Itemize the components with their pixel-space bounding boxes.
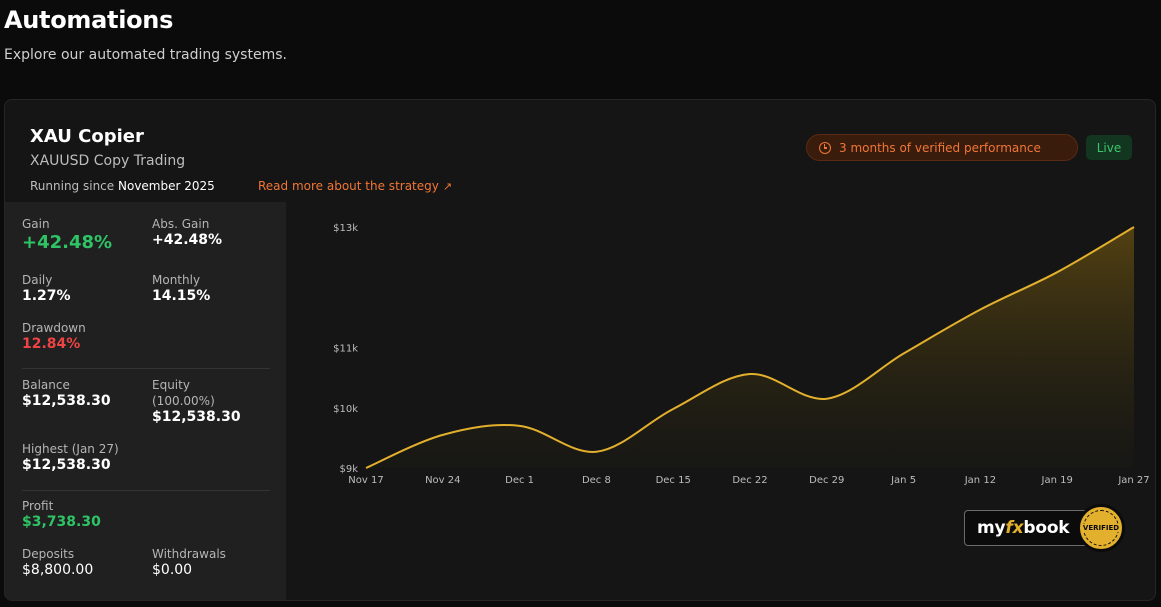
chart-x-tick-label: Dec 1 bbox=[505, 475, 534, 486]
stat-gain-label: Gain bbox=[22, 217, 50, 231]
chart-x-tick-label: Dec 8 bbox=[582, 475, 611, 486]
myfxbook-brand-pre: my bbox=[977, 518, 1006, 538]
chart-y-tick-label: $10k bbox=[333, 404, 358, 415]
performance-badge: 3 months of verified performance bbox=[806, 134, 1078, 161]
chart-x-tick-label: Dec 22 bbox=[732, 475, 767, 486]
chart-y-tick-label: $9k bbox=[339, 464, 358, 475]
page-title: Automations bbox=[4, 6, 174, 34]
chart-x-tick-label: Jan 19 bbox=[1041, 475, 1073, 486]
stat-withdrawals-label: Withdrawals bbox=[152, 547, 226, 561]
verified-seal-icon: VERIFIED bbox=[1077, 504, 1125, 552]
equity-chart: $9k $10k $11k $13k Nov 17 Nov 24 Dec 1 Dec 8 Dec… bbox=[333, 223, 1150, 486]
stat-balance-label: Balance bbox=[22, 378, 70, 392]
chart-x-tick-label: Dec 29 bbox=[809, 475, 844, 486]
stat-deposits-label: Deposits bbox=[22, 547, 75, 561]
stat-drawdown: Drawdown 12.84% bbox=[22, 320, 86, 353]
chart-y-tick-label: $13k bbox=[333, 223, 358, 234]
performance-badge-label: 3 months of verified performance bbox=[839, 140, 1041, 155]
stat-withdrawals-value: $0.00 bbox=[152, 562, 193, 578]
chart-x-tick-label: Jan 12 bbox=[964, 475, 996, 486]
verified-seal-label: VERIFIED bbox=[1082, 524, 1120, 532]
myfxbook-logo: my fx book bbox=[964, 510, 1089, 546]
chart-x-tick-label: Dec 15 bbox=[656, 475, 691, 486]
read-more-link[interactable]: Read more about the strategy ↗ bbox=[258, 179, 452, 193]
page-subtitle: Explore our automated trading systems. bbox=[4, 47, 287, 63]
stat-deposits: Deposits $8,800.00 bbox=[22, 546, 93, 579]
stat-daily-label: Daily bbox=[22, 273, 53, 287]
stat-gain: Gain +42.48% bbox=[22, 216, 112, 254]
stat-deposits-value: $8,800.00 bbox=[22, 562, 94, 578]
stat-equity-label: Equity bbox=[152, 378, 190, 392]
stat-monthly-value: 14.15% bbox=[152, 288, 211, 304]
chart-area-fill bbox=[366, 227, 1134, 468]
verified-seal-ring: VERIFIED bbox=[1082, 510, 1120, 546]
stat-highest: Highest (Jan 27) $12,538.30 bbox=[22, 441, 119, 474]
stat-abs-gain: Abs. Gain +42.48% bbox=[152, 216, 222, 249]
chart-y-tick-label: $11k bbox=[333, 344, 358, 355]
running-since-label: Running since bbox=[30, 179, 115, 193]
chart-x-tick-label: Nov 24 bbox=[425, 475, 460, 486]
stat-equity-value: $12,538.30 bbox=[152, 409, 241, 425]
stat-drawdown-value: 12.84% bbox=[22, 336, 81, 352]
running-since-date: November 2025 bbox=[118, 179, 215, 193]
stat-balance-value: $12,538.30 bbox=[22, 393, 111, 409]
stat-profit-value: $3,738.30 bbox=[22, 514, 101, 530]
stat-highest-value: $12,538.30 bbox=[22, 457, 111, 473]
stat-daily: Daily 1.27% bbox=[22, 272, 71, 305]
stats-divider bbox=[22, 490, 270, 491]
myfxbook-brand-fx: fx bbox=[1005, 518, 1024, 538]
stat-balance: Balance $12,538.30 bbox=[22, 377, 111, 410]
myfxbook-verified-badge[interactable]: my fx book VERIFIED bbox=[964, 502, 1125, 552]
stat-daily-value: 1.27% bbox=[22, 288, 71, 304]
stat-profit: Profit $3,738.30 bbox=[22, 498, 101, 531]
stats-divider bbox=[22, 368, 270, 369]
stat-gain-value: +42.48% bbox=[22, 232, 113, 253]
automation-card: XAU Copier XAUUSD Copy Trading Running s… bbox=[4, 99, 1156, 601]
stat-monthly-label: Monthly bbox=[152, 273, 201, 287]
read-more-label: Read more about the strategy bbox=[258, 179, 439, 193]
stat-equity-percent: (100.00%) bbox=[152, 394, 215, 408]
stat-withdrawals: Withdrawals $0.00 bbox=[152, 546, 226, 579]
stat-equity: Equity (100.00%) $12,538.30 bbox=[152, 377, 241, 426]
chart-x-tick-label: Jan 5 bbox=[890, 475, 916, 486]
external-link-icon: ↗ bbox=[442, 180, 453, 193]
chart-x-tick-label: Nov 17 bbox=[348, 475, 383, 486]
chart-series-line bbox=[365, 226, 1135, 469]
chart-x-tick-label: Jan 27 bbox=[1117, 475, 1149, 486]
stat-abs-gain-label: Abs. Gain bbox=[152, 217, 210, 231]
running-since: Running since November 2025 bbox=[30, 179, 215, 193]
live-badge: Live bbox=[1086, 135, 1132, 160]
stat-monthly: Monthly 14.15% bbox=[152, 272, 210, 305]
stats-panel: Gain +42.48% Abs. Gain +42.48% Daily 1.2… bbox=[5, 202, 286, 600]
card-title: XAU Copier bbox=[30, 126, 144, 147]
stat-abs-gain-value: +42.48% bbox=[152, 232, 223, 248]
clock-icon bbox=[819, 141, 831, 154]
card-subtitle: XAUUSD Copy Trading bbox=[30, 153, 186, 169]
myfxbook-brand-post: book bbox=[1023, 518, 1070, 538]
stat-drawdown-label: Drawdown bbox=[22, 321, 86, 335]
stat-highest-label: Highest (Jan 27) bbox=[22, 442, 119, 456]
stat-profit-label: Profit bbox=[22, 499, 54, 513]
